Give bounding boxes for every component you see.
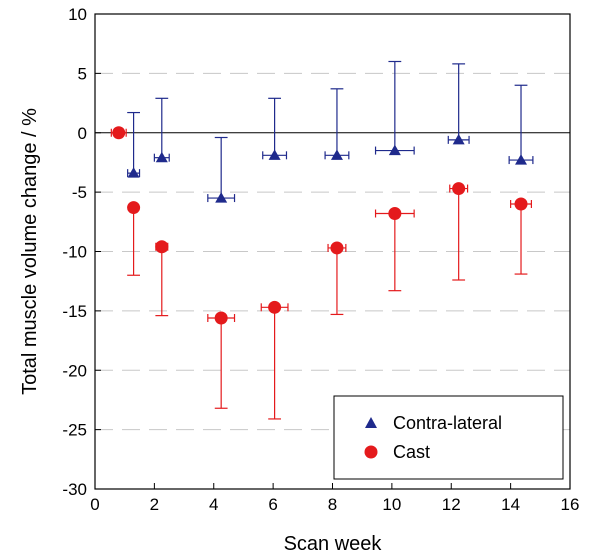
legend-circle-icon xyxy=(364,445,378,459)
legend: Contra-lateral Cast xyxy=(333,395,564,480)
data-point-circle xyxy=(514,197,528,211)
legend-item: Cast xyxy=(364,442,430,462)
y-tick-label: -15 xyxy=(62,302,87,321)
y-tick-label: 10 xyxy=(68,5,87,24)
series-cast xyxy=(110,126,533,420)
data-point-triangle xyxy=(268,149,281,160)
legend-box xyxy=(333,395,564,480)
x-tick-label: 10 xyxy=(382,495,401,514)
x-tick-label: 8 xyxy=(328,495,337,514)
series-contra-lateral xyxy=(127,60,534,203)
data-point-triangle xyxy=(330,149,343,160)
y-tick-label: 5 xyxy=(78,64,87,83)
y-tick-label: -5 xyxy=(72,183,87,202)
data-point-circle xyxy=(112,126,126,140)
data-point-circle xyxy=(330,241,344,255)
x-tick-label: 12 xyxy=(442,495,461,514)
legend-label: Contra-lateral xyxy=(393,413,502,433)
x-tick-label: 2 xyxy=(150,495,159,514)
y-tick-label: -25 xyxy=(62,421,87,440)
y-tick-label: -20 xyxy=(62,361,87,380)
y-tick-label: -30 xyxy=(62,480,87,499)
data-point-circle xyxy=(388,207,402,220)
x-tick-label: 0 xyxy=(90,495,99,514)
x-axis-ticks: 0 2 4 6 8 10 12 14 16 xyxy=(90,483,579,514)
data-point-triangle xyxy=(127,167,140,178)
y-axis-title: Total muscle volume change / % xyxy=(19,108,41,395)
data-point-circle xyxy=(268,300,282,314)
data-series xyxy=(110,60,534,420)
y-tick-label: 0 xyxy=(78,124,87,143)
data-point-circle xyxy=(127,201,141,215)
data-point-circle xyxy=(214,311,228,325)
data-point-circle xyxy=(452,182,466,196)
x-tick-label: 6 xyxy=(268,495,277,514)
x-tick-label: 16 xyxy=(561,495,580,514)
data-point-triangle xyxy=(215,192,228,203)
y-tick-label: -10 xyxy=(62,243,87,262)
legend-label: Cast xyxy=(393,442,430,462)
x-tick-label: 14 xyxy=(501,495,520,514)
plot-frame xyxy=(94,13,571,490)
legend-item: Contra-lateral xyxy=(365,413,502,433)
legend-triangle-icon xyxy=(365,417,377,428)
data-point-triangle xyxy=(155,151,168,163)
data-point-triangle xyxy=(515,154,528,165)
data-point-circle xyxy=(155,240,169,254)
x-tick-label: 4 xyxy=(209,495,218,514)
data-point-triangle xyxy=(388,144,401,156)
x-axis-title: Scan week xyxy=(284,533,383,555)
data-point-triangle xyxy=(452,133,465,145)
